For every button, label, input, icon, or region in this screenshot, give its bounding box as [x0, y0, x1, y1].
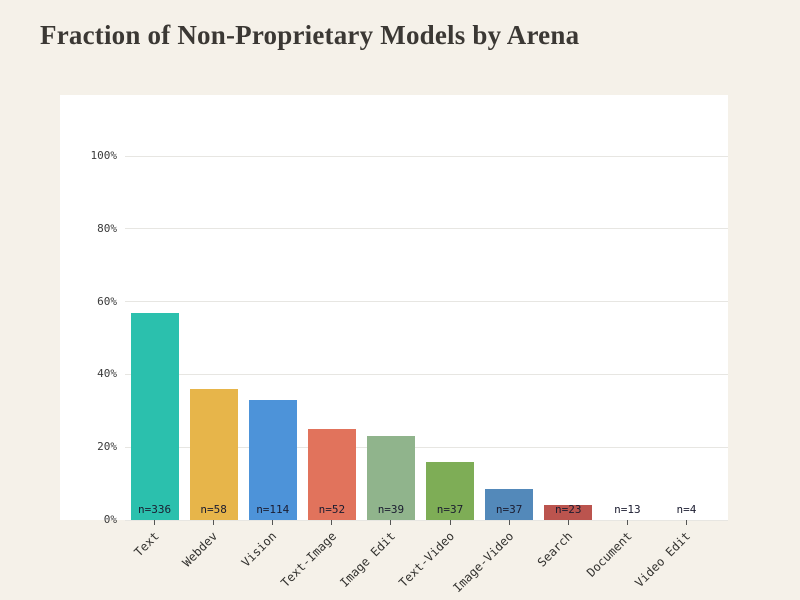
bar-count-label: n=23 — [555, 503, 582, 516]
x-axis-label: Image Edit — [336, 529, 398, 590]
bar — [366, 436, 415, 520]
x-axis-tick — [685, 520, 687, 525]
bar — [544, 505, 593, 520]
gridline — [125, 301, 728, 303]
gridline — [125, 155, 728, 157]
x-axis: Text Webdev Vision Text-Image Image Edit Text… — [60, 520, 728, 600]
x-axis-label: Text-Image — [277, 529, 339, 590]
chart-title: Fraction of Non-Proprietary Models by Ar… — [40, 20, 580, 50]
bar — [189, 388, 238, 520]
bar-count-label: n=336 — [137, 503, 172, 516]
x-axis-label: Text — [131, 529, 162, 560]
x-axis-tick — [213, 520, 215, 525]
x-axis-tick — [272, 520, 274, 525]
plot-panel: 0% 20% 40% 60% 80% 100% n=336 n=58 n=114 n=52 n=3… — [60, 95, 728, 526]
y-tick-label: 60% — [97, 294, 117, 308]
bar-count-label: n=114 — [256, 503, 290, 516]
x-axis-tick — [331, 520, 333, 525]
x-axis-label: Video Edit — [632, 529, 694, 590]
bar — [130, 312, 179, 520]
gridline — [125, 228, 728, 230]
bar — [307, 429, 356, 520]
y-tick-label: 20% — [97, 440, 117, 454]
bar — [426, 461, 475, 520]
x-axis-label: Image-Video — [449, 529, 517, 596]
y-tick-label: 80% — [97, 221, 117, 235]
bar — [485, 489, 534, 520]
x-axis-label: Document — [583, 529, 635, 580]
bar-count-label: n=58 — [200, 503, 227, 516]
bar-count-label: n=13 — [614, 503, 641, 516]
x-axis-tick — [567, 520, 569, 525]
bar-count-label: n=52 — [318, 503, 346, 516]
bar-count-label: n=4 — [676, 503, 697, 516]
y-tick-label: 0% — [103, 513, 117, 526]
gridline — [125, 519, 728, 521]
bar-count-label: n=37 — [436, 503, 464, 516]
x-axis-tick — [154, 520, 156, 525]
y-tick-label: 100% — [90, 149, 118, 162]
x-axis-label: Text-Video — [395, 529, 457, 590]
bar — [248, 399, 297, 520]
x-axis-tick — [449, 520, 451, 525]
gridline — [125, 446, 728, 448]
x-axis-label: Search — [534, 529, 576, 570]
x-axis-tick — [626, 520, 628, 525]
bar-count-label: n=39 — [377, 503, 405, 516]
y-tick-label: 40% — [97, 367, 117, 381]
x-axis-label: Webdev — [179, 529, 221, 570]
x-axis-tick — [508, 520, 510, 525]
gridline — [125, 373, 728, 375]
x-axis-label: Vision — [239, 529, 280, 570]
x-axis-tick — [390, 520, 392, 525]
bar-count-label: n=37 — [495, 503, 523, 516]
